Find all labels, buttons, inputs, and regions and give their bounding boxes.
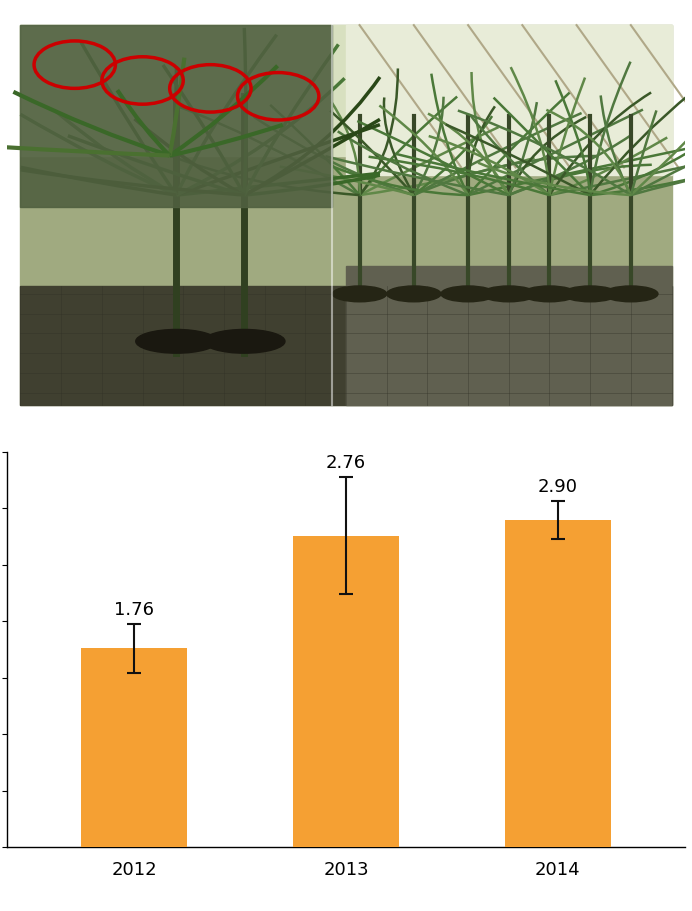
Bar bbox=[346, 26, 671, 176]
Bar bbox=[505, 520, 611, 847]
Text: 2.90: 2.90 bbox=[538, 477, 578, 496]
Bar bbox=[21, 26, 671, 157]
Ellipse shape bbox=[203, 330, 285, 353]
Bar bbox=[21, 287, 671, 405]
Ellipse shape bbox=[136, 330, 217, 353]
Ellipse shape bbox=[563, 287, 617, 302]
Ellipse shape bbox=[332, 287, 387, 302]
Ellipse shape bbox=[441, 287, 495, 302]
Ellipse shape bbox=[603, 287, 658, 302]
Bar bbox=[293, 536, 399, 847]
Text: 2.76: 2.76 bbox=[326, 454, 366, 472]
Bar bbox=[21, 26, 332, 208]
Bar bbox=[81, 649, 187, 847]
Bar bbox=[346, 267, 671, 405]
Ellipse shape bbox=[482, 287, 536, 302]
Ellipse shape bbox=[387, 287, 441, 302]
Ellipse shape bbox=[522, 287, 576, 302]
Text: 1.76: 1.76 bbox=[114, 600, 154, 619]
